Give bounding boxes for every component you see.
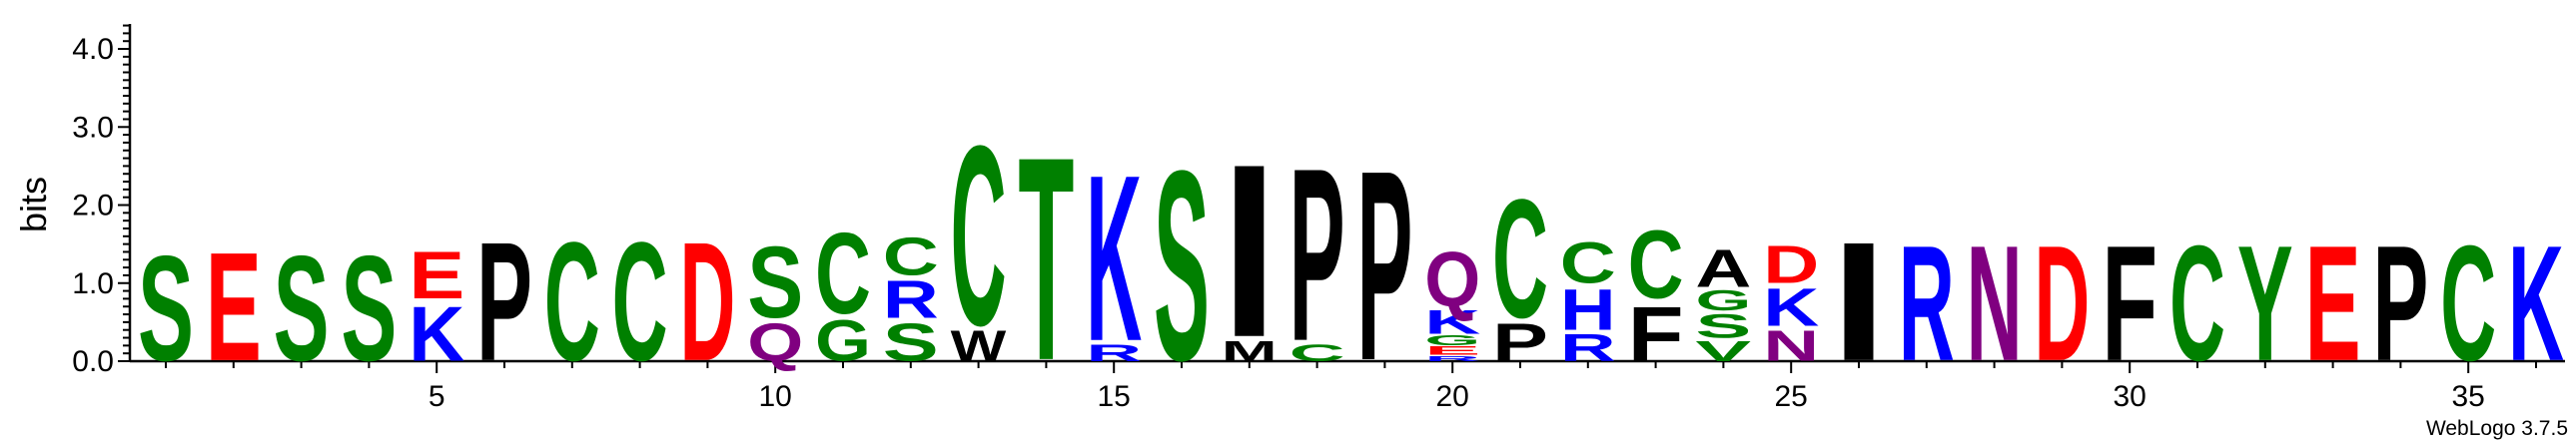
logo-letter-r-pos-15: R <box>1086 339 1142 366</box>
y-axis-label: bits <box>13 177 54 232</box>
logo-letter-c-pos-22: C <box>1560 230 1616 295</box>
logo-letter-h-pos-22: H <box>1560 277 1616 342</box>
logo-letter-c-pos-35: C <box>2440 212 2496 395</box>
x-tick-label: 20 <box>1436 380 1469 413</box>
logo-letter-q-pos-20: Q <box>1424 235 1480 322</box>
logo-letter-q-pos-10: Q <box>747 313 803 372</box>
logo-letter-m-pos-17: M <box>1222 334 1278 367</box>
y-tick-label: 1.0 <box>72 267 114 300</box>
y-tick-label: 0.0 <box>72 345 114 378</box>
logo-letter-n-pos-28: N <box>1967 212 2023 395</box>
logo-letter-k-pos-20: K <box>1424 303 1480 341</box>
logo-letter-p-pos-18: P <box>1289 118 1345 393</box>
logo-letter-d-pos-9: D <box>679 208 735 396</box>
x-tick-label: 30 <box>2114 380 2147 413</box>
logo-letter-s-pos-12: S <box>883 312 939 372</box>
logo-letter-f-pos-30: F <box>2102 212 2157 395</box>
logo-letter-e-pos-20: E <box>1424 344 1480 357</box>
x-tick-label: 15 <box>1098 380 1131 413</box>
x-tick-label: 5 <box>429 380 445 413</box>
logo-letter-e-pos-33: E <box>2305 212 2361 395</box>
logo-letter-k-pos-15: K <box>1086 127 1142 391</box>
logo-letter-c-pos-23: C <box>1628 210 1684 318</box>
logo-letter-c-pos-12: C <box>883 227 939 286</box>
y-axis: 0.0 1.0 2.0 3.0 4.0 <box>72 24 132 378</box>
logo-letter-f-pos-23: F <box>1628 290 1684 377</box>
logo-letter-c-pos-21: C <box>1492 165 1548 353</box>
y-tick-label: 3.0 <box>72 111 114 144</box>
logo-letter-w-pos-13: W <box>951 321 1007 370</box>
logo-letter-c-pos-11: C <box>815 208 871 338</box>
logo-letter-c-pos-8: C <box>612 208 668 396</box>
logo-letter-s-pos-1: S <box>138 224 194 392</box>
logo-letter-s-pos-3: S <box>274 224 330 392</box>
weblogo-credit: WebLogo 3.7.5 <box>2426 417 2568 440</box>
logo-letter-y-pos-32: Y <box>2237 212 2293 395</box>
y-tick-label: 4.0 <box>72 33 114 66</box>
x-tick-label: 25 <box>1775 380 1808 413</box>
x-tick-label: 35 <box>2452 380 2485 413</box>
logo-letter-r-pos-12: R <box>883 270 939 329</box>
logo-letter-r-pos-27: R <box>1899 212 1955 395</box>
logo-letter-a-pos-24: A <box>1695 239 1751 298</box>
logo-letter-k-pos-25: K <box>1763 278 1819 337</box>
logo-letter-r-pos-20: R <box>1424 354 1480 363</box>
logo-letter-c-pos-31: C <box>2169 212 2225 395</box>
logo-letter-i-pos-17: I <box>1222 113 1278 388</box>
logo-letter-n-pos-25: N <box>1763 322 1819 371</box>
logo-letter-p-pos-34: P <box>2372 212 2428 395</box>
logo-letter-v-pos-24: V <box>1695 335 1751 368</box>
x-tick-label: 10 <box>759 380 792 413</box>
logo-letter-c-pos-7: C <box>544 208 600 396</box>
logo-letter-i-pos-26: I <box>1831 208 1887 397</box>
y-tick-label: 2.0 <box>72 190 114 222</box>
logo-letter-t-pos-14: T <box>1018 97 1074 421</box>
logo-letter-s-pos-16: S <box>1154 114 1210 417</box>
logo-letter-s-pos-4: S <box>341 224 397 392</box>
logo-letter-g-pos-24: G <box>1695 283 1751 316</box>
logo-letter-r-pos-22: R <box>1560 325 1616 369</box>
logo-letter-e-pos-5: E <box>409 237 464 313</box>
logo-letter-e-pos-2: E <box>206 222 262 394</box>
logo-letter-k-pos-36: K <box>2508 212 2564 395</box>
logo-letter-c-pos-18: C <box>1289 339 1345 366</box>
logo-letter-s-pos-10: S <box>747 226 803 340</box>
logo-letter-p-pos-6: P <box>476 209 532 397</box>
logo-letter-c-pos-13: C <box>951 93 1007 379</box>
logo-letter-d-pos-25: D <box>1763 235 1819 294</box>
logo-letter-k-pos-5: K <box>409 291 464 377</box>
logo-letter-g-pos-20: G <box>1424 332 1480 348</box>
logo-letter-g-pos-11: G <box>815 308 871 373</box>
logo-letter-s-pos-24: S <box>1695 307 1751 345</box>
logo-letter-d-pos-29: D <box>2034 212 2090 395</box>
logo-letter-p-pos-21: P <box>1492 312 1548 372</box>
logo-letter-p-pos-19: P <box>1356 114 1412 417</box>
x-axis: 5 10 15 20 25 30 35 <box>130 359 2565 413</box>
